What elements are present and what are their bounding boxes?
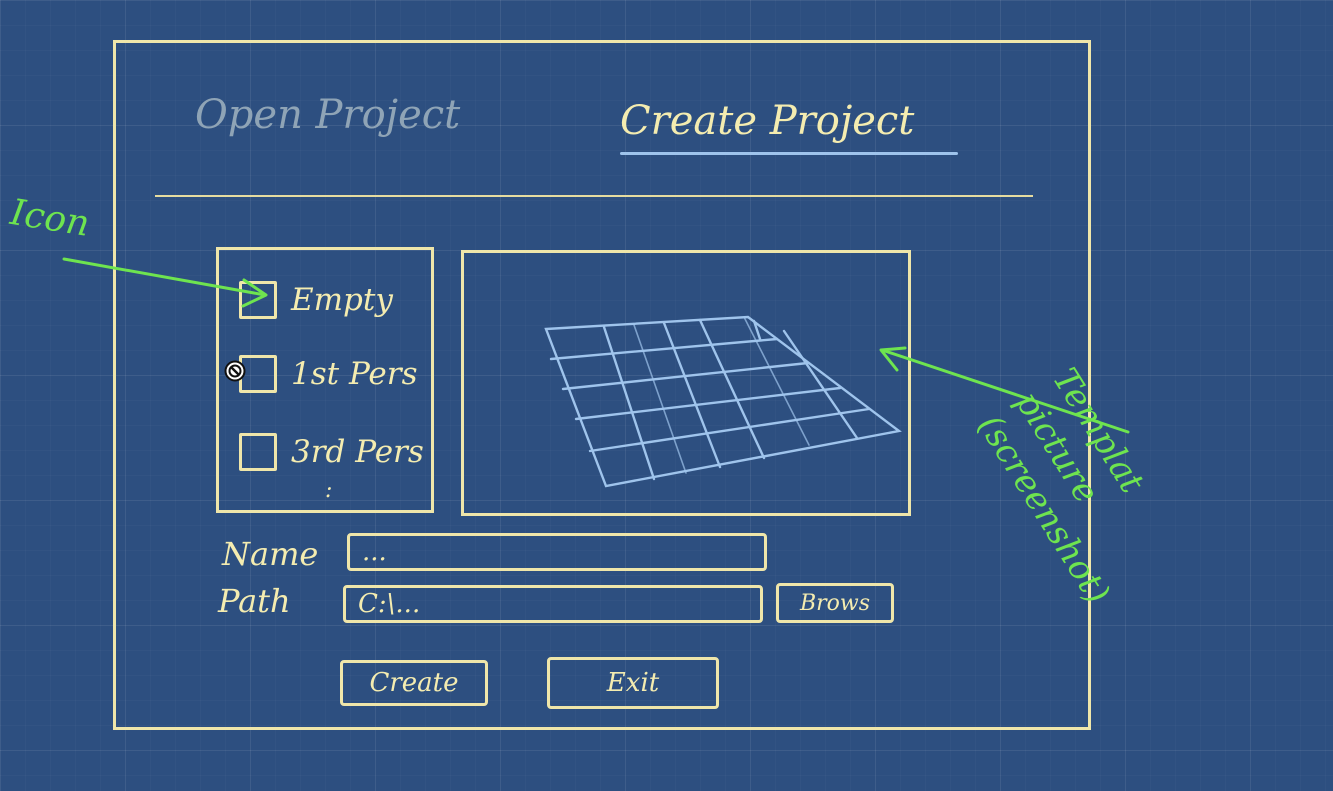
arrow-to-icon (62, 257, 267, 297)
template-preview-grid-picture (544, 315, 902, 488)
template-third-person-icon (239, 433, 277, 471)
template-label: Empty (291, 282, 393, 318)
template-label: 1st Pers (291, 356, 418, 392)
create-button[interactable]: Create (340, 660, 488, 706)
arrow-to-preview (880, 348, 1130, 434)
tab-create-project[interactable]: Create Project (620, 98, 915, 144)
tab-divider (155, 195, 1033, 197)
browse-button[interactable]: Brows (776, 583, 894, 623)
exit-button[interactable]: Exit (547, 657, 719, 709)
template-item-empty[interactable]: Empty (239, 276, 393, 324)
template-empty-icon (239, 281, 277, 319)
project-name-input[interactable] (347, 533, 767, 571)
template-item-third-person[interactable]: 3rd Pers (239, 428, 424, 476)
template-list: Empty 1st Pers 3rd Pers : (216, 247, 434, 513)
arrow-to-preview-head (879, 346, 907, 372)
arrow-to-icon-head (241, 278, 268, 308)
name-label: Name (222, 535, 319, 573)
path-label: Path (218, 582, 291, 620)
project-path-input[interactable] (343, 585, 763, 623)
active-tab-underline (620, 152, 958, 155)
tab-open-project[interactable]: Open Project (195, 92, 461, 138)
project-dialog-window (113, 40, 1091, 730)
template-list-more-indicator: : (325, 478, 333, 503)
not-allowed-cursor-icon (224, 360, 246, 382)
template-preview-frame (461, 250, 911, 516)
template-label: 3rd Pers (291, 434, 424, 470)
